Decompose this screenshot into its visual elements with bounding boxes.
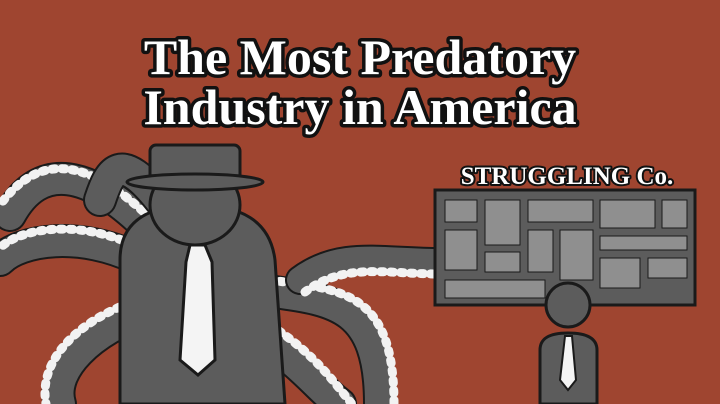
predator-figure: [118, 143, 287, 404]
title-line-2: Industry in America: [143, 79, 576, 135]
small-person: [538, 281, 599, 404]
sign-label: STRUGGLING Co.: [461, 163, 674, 190]
title-line-1: The Most Predatory: [144, 29, 576, 85]
